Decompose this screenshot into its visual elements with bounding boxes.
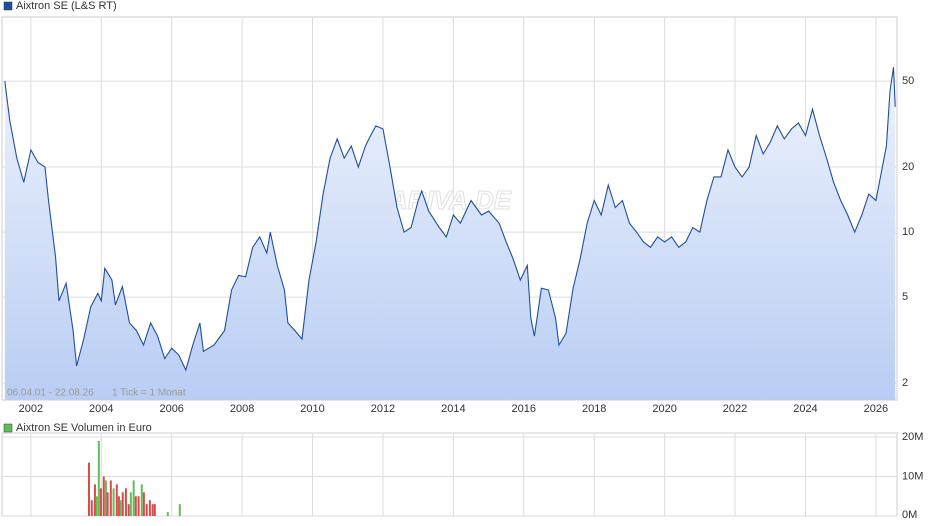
legend-swatch bbox=[3, 1, 13, 11]
volume-bar bbox=[148, 500, 151, 516]
volume-bar bbox=[112, 488, 115, 516]
volume-bar bbox=[99, 488, 102, 516]
watermark: ARIVA.DE bbox=[388, 185, 512, 215]
x-tick-label: 2018 bbox=[582, 403, 606, 415]
volume-bar bbox=[115, 484, 118, 516]
volume-bar bbox=[145, 504, 148, 516]
volume-bar bbox=[124, 488, 127, 516]
y-tick-label: 5 bbox=[902, 291, 908, 303]
volume-bar bbox=[151, 504, 154, 516]
y-tick-label: 10M bbox=[902, 470, 923, 482]
x-tick-label: 2020 bbox=[652, 403, 676, 415]
x-tick-label: 2010 bbox=[300, 403, 324, 415]
volume-bar bbox=[109, 480, 112, 516]
legend-label: Aixtron SE Volumen in Euro bbox=[16, 422, 152, 434]
x-tick-label: 2026 bbox=[864, 403, 888, 415]
annotation: 06.04.01 - 22.08.26 bbox=[7, 388, 94, 399]
volume-bar bbox=[106, 492, 109, 516]
y-tick-label: 10 bbox=[902, 226, 914, 238]
volume-bar bbox=[140, 484, 143, 516]
volume-bar bbox=[132, 480, 135, 516]
volume-bar bbox=[121, 492, 124, 516]
volume-bar bbox=[90, 500, 93, 516]
volume-bar bbox=[142, 492, 145, 516]
volume-bar bbox=[127, 504, 130, 516]
x-tick-label: 2024 bbox=[793, 403, 817, 415]
price-line bbox=[4, 67, 896, 372]
volume-bar bbox=[87, 462, 90, 516]
volume-bar bbox=[97, 440, 100, 516]
x-tick-label: 2008 bbox=[230, 403, 254, 415]
legend-swatch bbox=[3, 423, 13, 433]
x-tick-label: 2002 bbox=[19, 403, 43, 415]
annotation: 1 Tick = 1 Monat bbox=[112, 388, 186, 399]
plot-area bbox=[1, 432, 898, 517]
x-tick-label: 2004 bbox=[89, 403, 113, 415]
legend-label: Aixtron SE (L&S RT) bbox=[16, 0, 117, 12]
volume-bar bbox=[93, 484, 96, 516]
x-tick-label: 2014 bbox=[441, 403, 465, 415]
volume-bar bbox=[134, 496, 137, 516]
volume-bar bbox=[178, 504, 181, 516]
y-tick-label: 0M bbox=[902, 509, 917, 521]
volume-bar bbox=[102, 476, 105, 516]
volume-bar bbox=[95, 496, 98, 516]
x-tick-label: 2006 bbox=[159, 403, 183, 415]
volume-bar bbox=[119, 500, 122, 516]
y-tick-label: 50 bbox=[902, 75, 914, 87]
volume-bar bbox=[153, 504, 156, 516]
volume-bar bbox=[137, 496, 140, 516]
y-tick-label: 2 bbox=[902, 377, 908, 389]
volume-bar bbox=[117, 496, 120, 516]
volume-bar bbox=[104, 480, 107, 516]
x-tick-label: 2022 bbox=[723, 403, 747, 415]
y-tick-label: 20 bbox=[902, 161, 914, 173]
x-tick-label: 2012 bbox=[371, 403, 395, 415]
y-tick-label: 20M bbox=[902, 431, 923, 443]
x-tick-label: 2016 bbox=[512, 403, 536, 415]
volume-bar bbox=[129, 492, 132, 516]
volume-bar bbox=[166, 512, 169, 516]
